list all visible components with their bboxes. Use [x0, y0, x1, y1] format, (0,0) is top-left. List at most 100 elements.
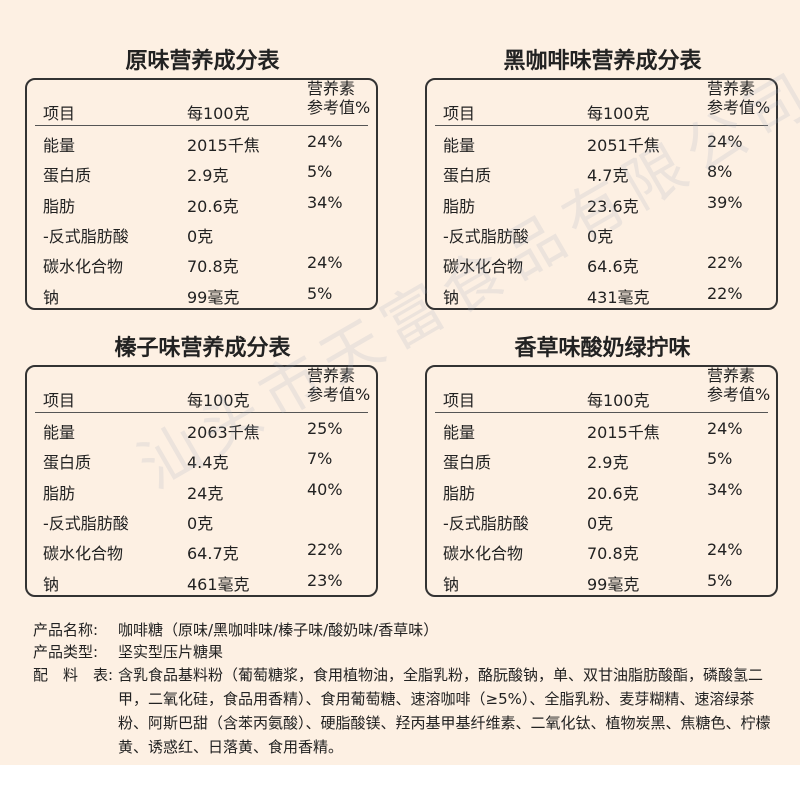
cell: 蛋白质	[443, 453, 492, 473]
cell: 钠	[443, 574, 460, 594]
cell: 99毫克	[587, 574, 640, 594]
cell: 24克	[187, 483, 224, 503]
cell: -反式脂肪酸	[443, 513, 529, 533]
cell: 碳水化合物	[443, 257, 524, 277]
cell: 461毫克	[187, 574, 250, 594]
cell: 5%	[707, 449, 733, 469]
info-label: 产品名称:	[33, 621, 99, 639]
header: 参考值%	[307, 385, 371, 404]
cell: 70.8克	[587, 544, 639, 564]
header: 参考值%	[707, 98, 771, 117]
divider	[35, 412, 368, 413]
cell: 34%	[307, 192, 343, 212]
cell: 脂肪	[443, 196, 476, 216]
info-value: 含乳食品基料粉（葡萄糖浆，食用植物油，全脂乳粉，酪朊酸钠，单、双甘油脂肪酸酯，磷…	[118, 666, 771, 756]
info-value: 坚实型压片糖果	[118, 643, 224, 661]
cell: 5%	[707, 570, 733, 590]
cell: 20.6克	[587, 483, 639, 503]
header: 参考值%	[307, 98, 371, 117]
cell: 4.7克	[587, 166, 629, 186]
divider	[435, 412, 768, 413]
cell: 64.7克	[187, 544, 239, 564]
cell: 能量	[443, 136, 476, 155]
cell: 24%	[707, 132, 743, 151]
table-title: 原味营养成分表	[125, 49, 280, 74]
header: 营养素	[307, 366, 356, 385]
cell: 4.4克	[187, 453, 229, 473]
table-title: 香草味酸奶绿拧味	[514, 336, 691, 361]
nutrition-table: 项目 每100克 营养素 参考值% 能量 2051千焦 24% 蛋白质 4.7克 8% 脂肪 23.6…	[425, 78, 778, 310]
cell: 22%	[707, 283, 743, 303]
cell: 23%	[307, 570, 343, 590]
table-title: 榛子味营养成分表	[114, 336, 291, 361]
cell: 34%	[707, 479, 743, 499]
cell: 碳水化合物	[43, 257, 124, 277]
cell: 脂肪	[443, 483, 476, 503]
cell: 2.9克	[187, 166, 229, 186]
cell: 99毫克	[187, 287, 240, 307]
info-label: 配 料 表:	[33, 666, 114, 684]
nutrition-table: 项目 每100克 营养素 参考值% 能量 2015千焦 24% 蛋白质 2.9克 5% 脂肪 20.6…	[25, 78, 378, 310]
cell: 431毫克	[587, 287, 650, 307]
header: 营养素	[707, 79, 756, 98]
cell: 25%	[307, 419, 343, 438]
cell: 钠	[43, 287, 60, 307]
bottom-strip	[0, 765, 800, 800]
cell: 0克	[587, 513, 614, 533]
cell: 能量	[43, 136, 76, 155]
cell: 0克	[187, 226, 214, 246]
cell: 钠	[43, 574, 60, 594]
header: 每100克	[587, 391, 650, 410]
table-title: 黑咖啡味营养成分表	[503, 49, 702, 74]
cell: 钠	[443, 287, 460, 307]
cell: 5%	[307, 162, 333, 182]
cell: 2015千焦	[187, 136, 260, 155]
cell: 0克	[587, 226, 614, 246]
cell: 40%	[307, 479, 343, 499]
cell: 7%	[307, 449, 333, 469]
header: 项目	[443, 104, 476, 123]
cell: 24%	[307, 253, 343, 273]
cell: -反式脂肪酸	[43, 226, 129, 246]
header: 项目	[443, 391, 476, 410]
divider	[435, 125, 768, 126]
cell: 5%	[307, 283, 333, 303]
nutrition-table: 项目 每100克 营养素 参考值% 能量 2063千焦 25% 蛋白质 4.4克 7% 脂肪 24克 4…	[25, 365, 378, 597]
cell: 蛋白质	[443, 166, 492, 186]
cell: 70.8克	[187, 257, 239, 277]
cell: 22%	[307, 540, 343, 560]
cell: 脂肪	[43, 196, 76, 216]
cell: 碳水化合物	[43, 544, 124, 564]
cell: -反式脂肪酸	[43, 513, 129, 533]
cell: 2.9克	[587, 453, 629, 473]
header: 营养素	[307, 79, 356, 98]
cell: 23.6克	[587, 196, 639, 216]
header: 每100克	[187, 391, 250, 410]
cell: 2015千焦	[587, 423, 660, 442]
cell: 脂肪	[43, 483, 76, 503]
cell: 2051千焦	[587, 136, 660, 155]
cell: 22%	[707, 253, 743, 273]
cell: 0克	[187, 513, 214, 533]
cell: 39%	[707, 192, 743, 212]
cell: -反式脂肪酸	[443, 226, 529, 246]
cell: 20.6克	[187, 196, 239, 216]
cell: 64.6克	[587, 257, 639, 277]
cell: 碳水化合物	[443, 544, 524, 564]
cell: 24%	[707, 419, 743, 438]
header: 参考值%	[707, 385, 771, 404]
header: 每100克	[187, 104, 250, 123]
nutrition-table: 项目 每100克 营养素 参考值% 能量 2015千焦 24% 蛋白质 2.9克 5% 脂肪 20.6…	[425, 365, 778, 597]
cell: 24%	[307, 132, 343, 151]
info-label: 产品类型:	[33, 643, 99, 661]
header: 每100克	[587, 104, 650, 123]
cell: 蛋白质	[43, 166, 92, 186]
header: 项目	[43, 104, 76, 123]
header: 项目	[43, 391, 76, 410]
divider	[35, 125, 368, 126]
cell: 2063千焦	[187, 423, 260, 442]
cell: 能量	[443, 423, 476, 442]
cell: 24%	[707, 540, 743, 560]
cell: 能量	[43, 423, 76, 442]
